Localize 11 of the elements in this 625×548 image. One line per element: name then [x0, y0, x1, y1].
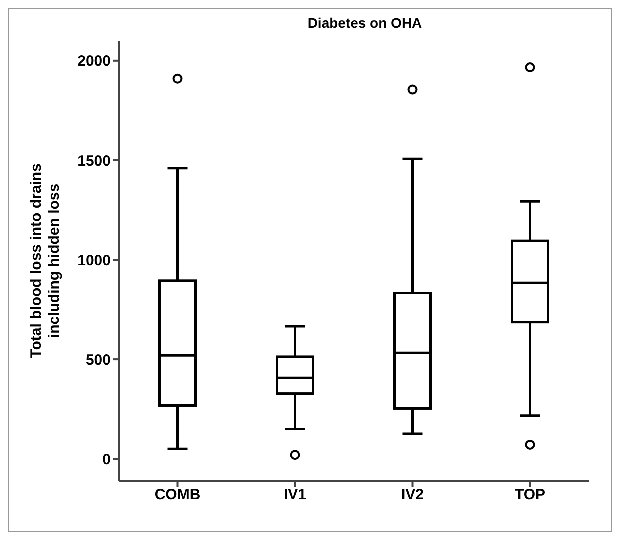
y-axis-title: Total blood loss into drains including hidden loss: [28, 164, 63, 358]
y-tick-label: 0: [102, 451, 111, 468]
chart-title: Diabetes on OHA: [306, 15, 424, 31]
x-tick-label: COMB: [154, 486, 201, 504]
x-tick-label: IV1: [284, 486, 307, 504]
y-tick-label: 1500: [78, 152, 111, 170]
x-tick-label: IV2: [401, 486, 424, 504]
y-tick-label: 2000: [78, 53, 111, 70]
y-tick-label: 500: [86, 352, 111, 369]
x-tick-label: TOP: [514, 486, 546, 504]
y-tick-label: 1000: [78, 252, 111, 270]
